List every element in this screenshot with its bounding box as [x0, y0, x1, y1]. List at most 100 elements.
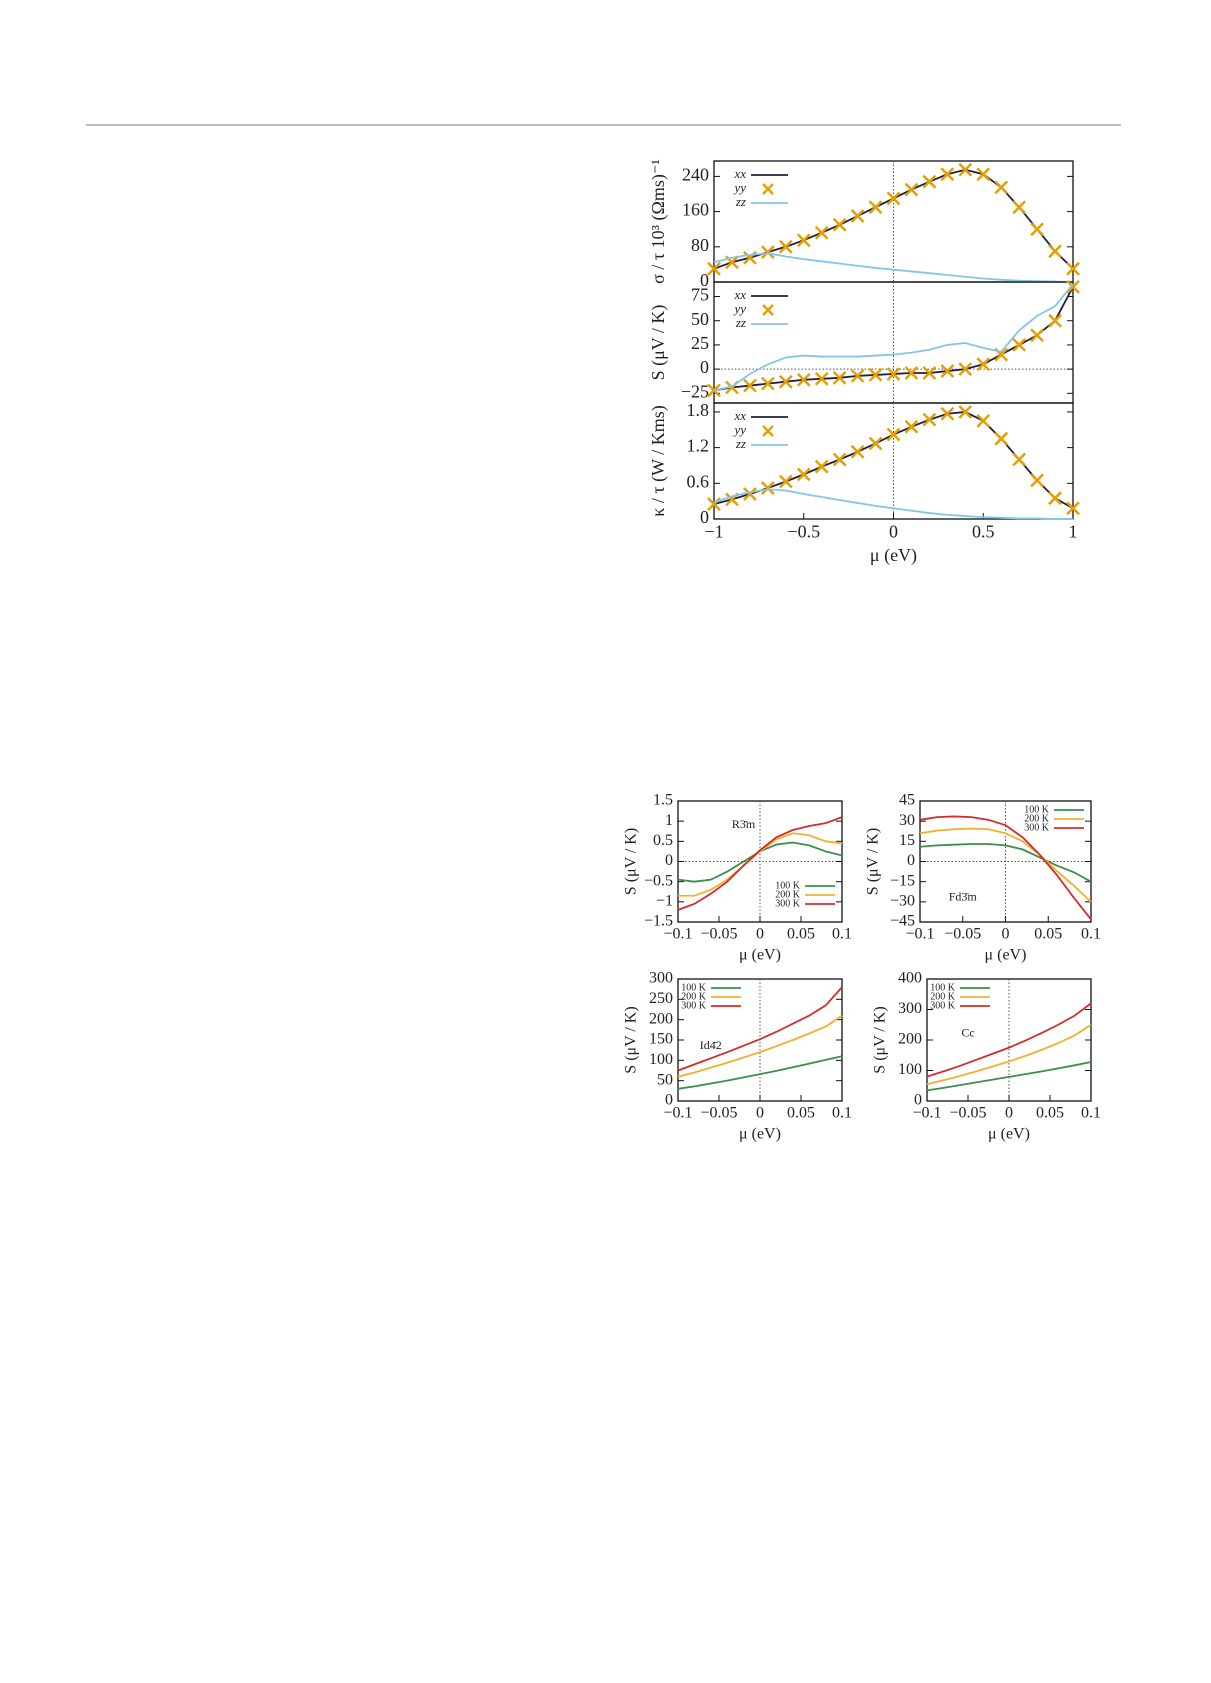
marker: [958, 362, 973, 377]
y-tick-label: 75: [691, 285, 709, 305]
x-tick-label: −0.1: [663, 1104, 692, 1121]
legend-label: zz: [735, 436, 746, 451]
marker: [796, 372, 811, 387]
series-line: [919, 827, 1092, 903]
panel-label: Cc: [961, 1026, 974, 1040]
marker: [796, 233, 811, 248]
legend-label: 100 K: [681, 982, 707, 993]
marker: [886, 427, 901, 442]
y-axis-label: S (μV / K): [648, 305, 669, 381]
marker: [1066, 501, 1080, 516]
marker: [1012, 200, 1027, 215]
marker: [976, 357, 991, 372]
y-tick-label: 1: [665, 812, 673, 829]
x-tick-label: −0.05: [700, 1104, 737, 1121]
marker: [922, 174, 937, 189]
series-line: [713, 283, 1074, 392]
y-axis-label: S (μV / K): [623, 828, 640, 895]
marker: [1030, 473, 1044, 488]
y-axis-label: κ / τ (W / Kms): [648, 405, 669, 516]
x-tick-label: −0.1: [912, 1104, 941, 1121]
y-tick-label: −25: [681, 381, 709, 401]
x-tick-label: 0: [756, 925, 764, 942]
y-tick-label: 0.6: [687, 471, 710, 491]
marker: [1012, 452, 1027, 467]
y-axis-label: S (μV / K): [872, 1006, 889, 1073]
x-tick-label: 1: [1069, 522, 1078, 542]
legend-swatch: [762, 183, 774, 195]
marker: [850, 209, 865, 223]
marker: [743, 487, 757, 501]
marker: [868, 436, 883, 451]
x-tick-label: 0: [1005, 1104, 1013, 1121]
y-tick-label: 0: [665, 1092, 673, 1109]
legend-label: 100 K: [1024, 804, 1050, 815]
y-tick-label: −15: [890, 872, 915, 889]
series-line: [677, 1055, 843, 1090]
legend-label: 200 K: [681, 991, 707, 1002]
x-tick-label: 0: [756, 1104, 764, 1121]
marker: [904, 366, 919, 380]
marker: [778, 374, 793, 389]
y-tick-label: −1: [656, 893, 673, 910]
legend-label: 300 K: [930, 1000, 956, 1011]
series-line: [926, 1061, 1092, 1092]
legend-label: yy: [732, 301, 746, 316]
y-tick-label: 0: [665, 852, 673, 869]
y-tick-label: 200: [898, 1031, 922, 1048]
y-tick-label: 0: [700, 270, 709, 290]
legend-label: xx: [733, 166, 746, 181]
marker: [1048, 244, 1062, 259]
marker: [976, 413, 991, 428]
y-tick-label: 45: [899, 792, 915, 809]
x-tick-label: −0.1: [905, 925, 934, 942]
marker: [832, 452, 847, 467]
marker: [976, 167, 991, 182]
marker: [796, 467, 811, 482]
legend-label: 100 K: [775, 880, 801, 891]
panel-label: Fd3̄m: [949, 890, 978, 904]
y-tick-label: 80: [691, 235, 709, 255]
marker: [832, 370, 847, 385]
x-tick-label: −0.05: [700, 925, 737, 942]
series-line: [919, 843, 1092, 883]
x-tick-label: 0: [1002, 925, 1010, 942]
marker: [832, 217, 847, 232]
legend-swatch: [762, 304, 774, 316]
y-tick-label: 150: [649, 1031, 673, 1048]
x-axis-label: μ (eV): [739, 946, 781, 963]
legend-label: 300 K: [775, 898, 801, 909]
marker: [1048, 491, 1062, 506]
y-tick-label: 1.2: [687, 436, 710, 456]
x-tick-label: 0.05: [1036, 1104, 1064, 1121]
marker: [922, 366, 937, 380]
marker: [922, 412, 937, 427]
series-line: [677, 816, 843, 911]
marker: [940, 364, 955, 378]
y-tick-label: 50: [657, 1071, 673, 1088]
series-line: [677, 1014, 843, 1078]
marker: [760, 481, 775, 495]
marker: [778, 474, 793, 489]
y-tick-label: −1.5: [644, 913, 673, 930]
legend-label: 200 K: [1024, 813, 1050, 824]
y-tick-label: 200: [649, 1010, 673, 1027]
marker: [904, 419, 919, 434]
x-tick-label: 0.1: [832, 1104, 852, 1121]
y-tick-label: −30: [890, 893, 915, 910]
marker: [868, 368, 883, 382]
marker: [778, 239, 793, 254]
marker: [940, 167, 955, 182]
y-tick-label: 160: [682, 200, 709, 220]
marker: [850, 444, 865, 459]
marker: [814, 225, 829, 240]
series-line: [919, 815, 1092, 920]
legend-label: yy: [732, 422, 746, 437]
x-tick-label: −1: [704, 522, 723, 542]
y-tick-label: 0: [700, 507, 709, 527]
legend-label: 300 K: [1024, 822, 1050, 833]
y-tick-label: 300: [898, 1000, 922, 1017]
y-tick-label: 100: [898, 1061, 922, 1078]
x-tick-label: 0.1: [1081, 1104, 1101, 1121]
series-line: [677, 986, 843, 1072]
